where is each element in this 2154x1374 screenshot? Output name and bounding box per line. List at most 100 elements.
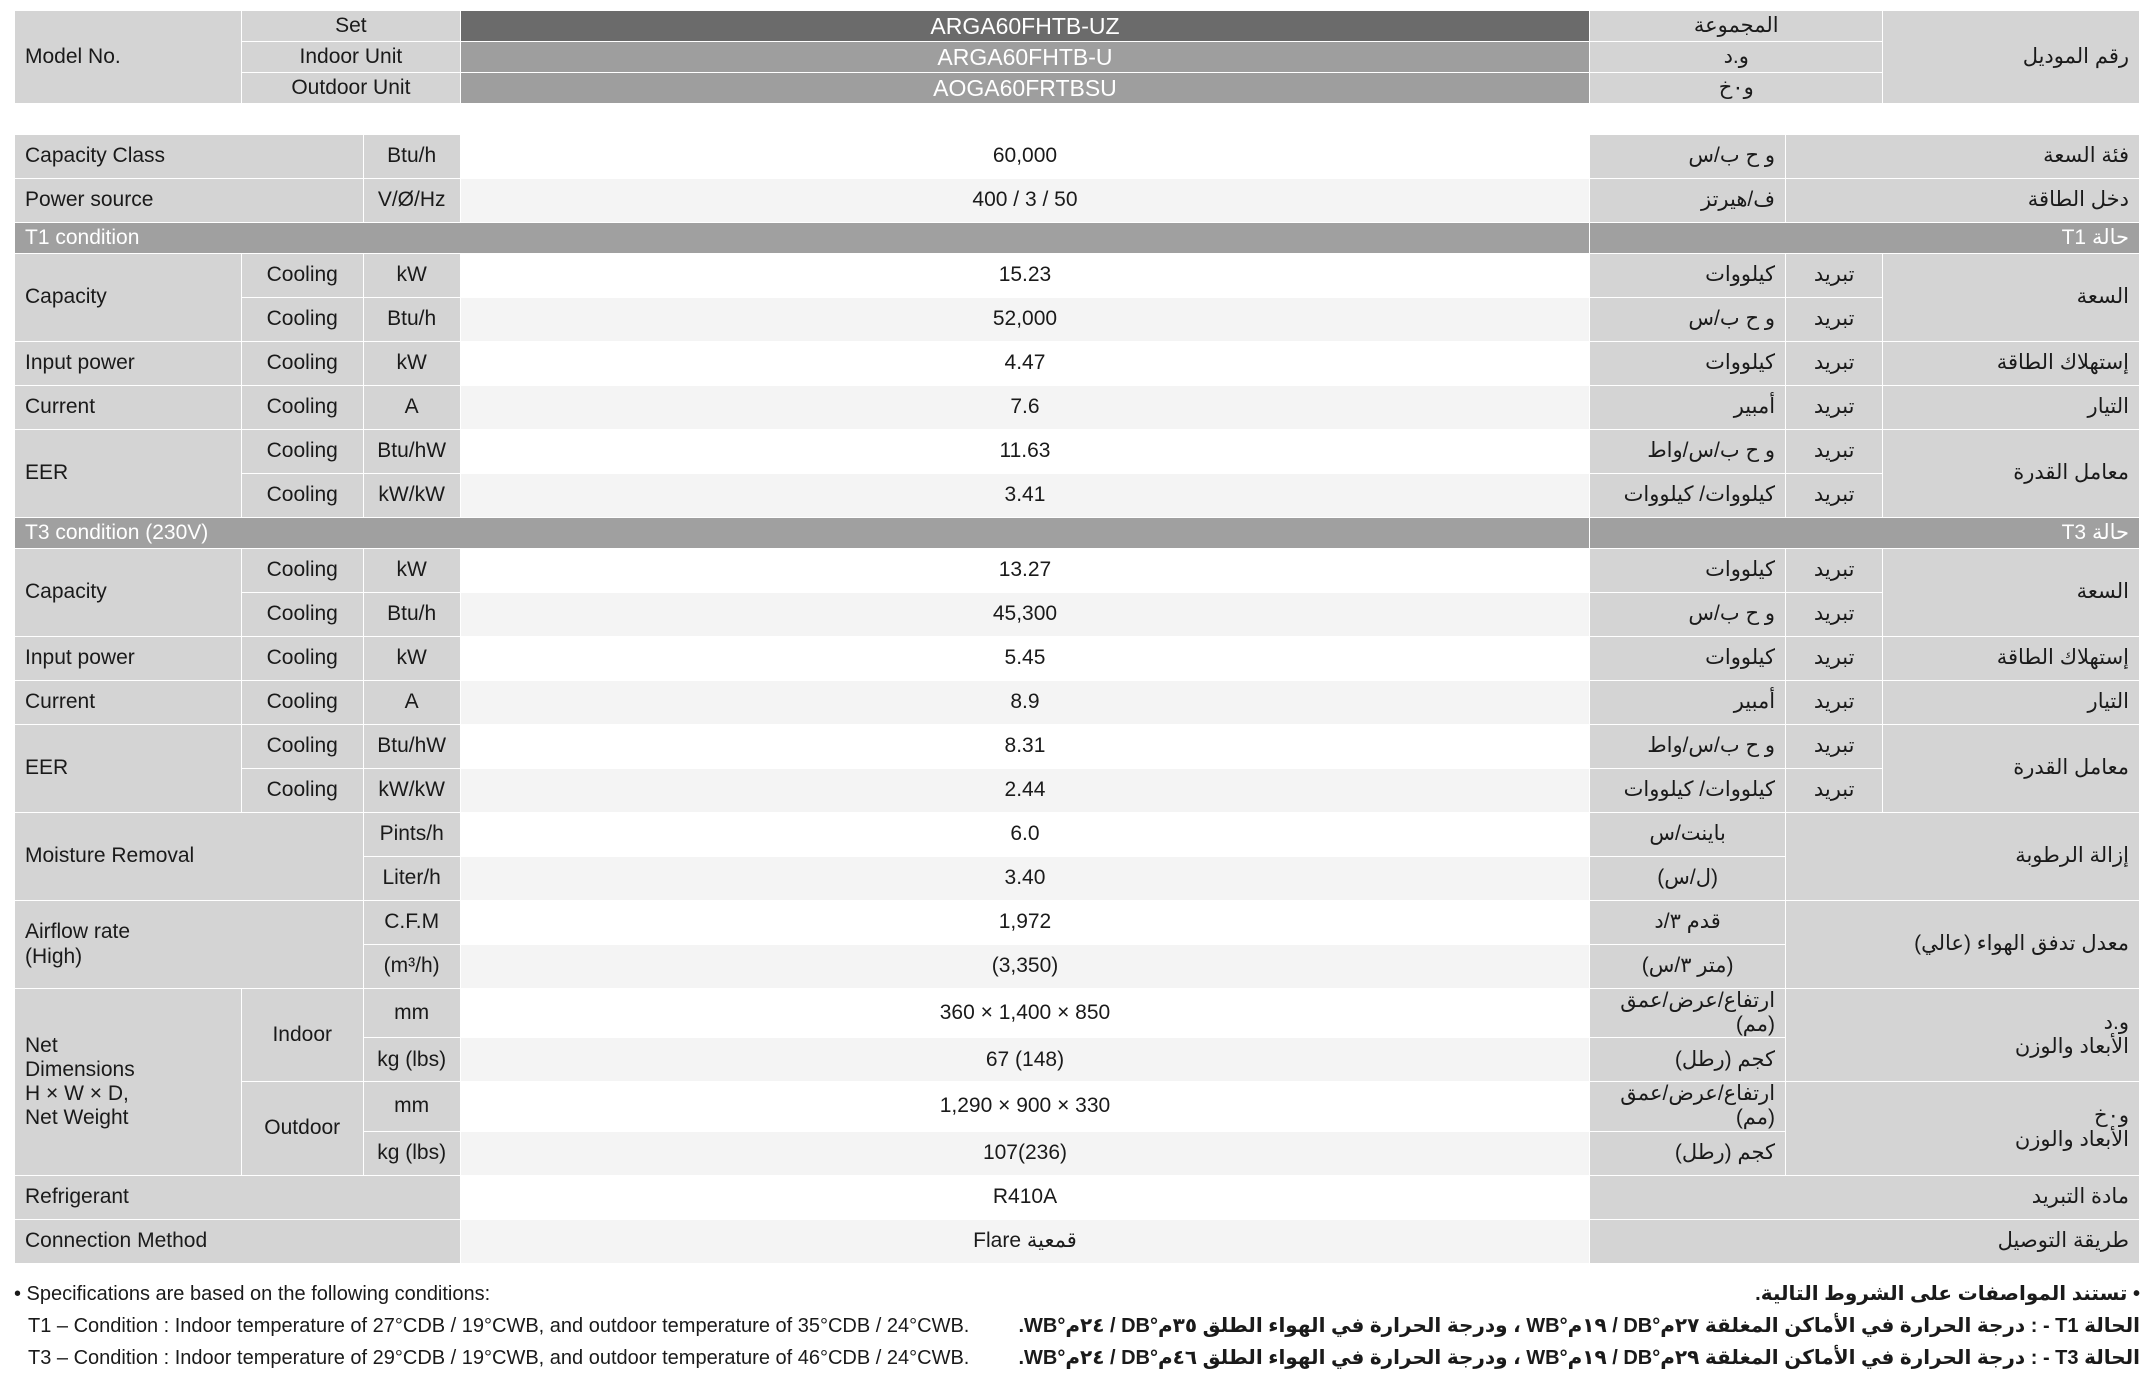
section-band-t1-label-ar: حالة T1: [1589, 222, 2140, 254]
t3-input-power-sub-ar: تبريد: [1785, 636, 1884, 681]
table-row-t1-eer-btuhw: EER Cooling Btu/hW 11.63 و ح ب/س/واط تبر…: [14, 429, 2140, 518]
airflow-label-en-line1: Airflow rate: [25, 920, 131, 944]
t1-capacity-label-ar: السعة: [1882, 253, 2140, 342]
t1-eer-kwkw-sub-ar: تبريد: [1785, 473, 1884, 518]
t3-eer-sub-ar: تبريد: [1785, 724, 1884, 769]
moisture-label-ar: إزالة الرطوبة: [1785, 812, 2140, 901]
t1-capacity-btu-sub-ar: تبريد: [1785, 297, 1884, 342]
t1-current-value: 7.6: [459, 385, 1591, 430]
t3-input-power-label-en: Input power: [14, 636, 242, 681]
footnote-en-t1: T1 – Condition : Indoor temperature of 2…: [28, 1314, 970, 1337]
power-source-unit-ar: ف/هيرتز: [1589, 178, 1787, 223]
dimensions-label-en-line3: H × W × D,: [25, 1081, 129, 1105]
moisture-value-liter: 3.40: [459, 856, 1591, 901]
dim-indoor-label-ar-line1: و.د: [2103, 1011, 2129, 1034]
gold-divider: [14, 103, 2140, 135]
dim-outdoor-unit-kg-en: kg (lbs): [362, 1130, 461, 1176]
t1-eer-unit-ar: و ح ب/س/واط: [1589, 429, 1787, 474]
footnotes-ar: • تستند المواصفات على الشروط التالية. ال…: [1018, 1278, 2140, 1374]
power-source-label-en: Power source: [14, 178, 364, 223]
spec-sheet: Model No. Set ARGA60FHTB-UZ المجموعة رقم…: [13, 10, 2140, 1369]
model-label-en: Model No.: [14, 10, 242, 104]
airflow-value-cfm: 1,972: [459, 900, 1591, 945]
t3-current-unit-en: A: [362, 680, 461, 725]
footnote-en-title: • Specifications are based on the follow…: [14, 1282, 491, 1305]
t3-input-power-sub-en: Cooling: [240, 636, 364, 681]
t3-current-unit-ar: أمبير: [1589, 680, 1787, 725]
dimensions-label-en: Net Dimensions H × W × D, Net Weight: [14, 988, 242, 1176]
dim-indoor-unit-mm-en: mm: [362, 987, 461, 1039]
t1-capacity-unit-en: kW: [362, 253, 461, 298]
dim-outdoor-value-kg: 107(236): [459, 1130, 1591, 1176]
t1-eer-label-en: EER: [14, 429, 242, 518]
t3-eer-unit-ar: و ح ب/س/واط: [1589, 724, 1787, 769]
t3-capacity-btu-sub-ar: تبريد: [1785, 592, 1884, 637]
model-sub-set-en: Set: [240, 10, 461, 42]
t1-eer-value-kwkw: 3.41: [459, 473, 1591, 518]
t1-eer-label-ar: معامل القدرة: [1882, 429, 2140, 518]
model-label-ar: رقم الموديل: [1882, 10, 2140, 104]
airflow-unit-cfm-en: C.F.M: [362, 900, 461, 945]
t3-eer-value-btuhw: 8.31: [459, 724, 1591, 769]
t3-eer-value-kwkw: 2.44: [459, 768, 1591, 813]
t1-current-unit-en: A: [362, 385, 461, 430]
t1-current-label-en: Current: [14, 385, 242, 430]
model-sub-outdoor-en: Outdoor Unit: [240, 72, 461, 104]
dim-indoor-value-mm: 360 × 1,400 × 850: [459, 987, 1591, 1039]
capacity-class-label-en: Capacity Class: [14, 134, 364, 179]
t3-capacity-unit-ar: كيلووات: [1589, 548, 1787, 593]
t3-eer-sub-en: Cooling: [240, 724, 364, 769]
dimensions-label-en-line2: Dimensions: [25, 1057, 135, 1081]
t1-eer-value-btuhw: 11.63: [459, 429, 1591, 474]
t1-current-sub-en: Cooling: [240, 385, 364, 430]
airflow-label-en: Airflow rate (High): [14, 900, 364, 989]
table-row-t1-capacity-btu: Cooling Btu/h 52,000 و ح ب/س تبريد: [15, 297, 2140, 342]
t1-input-power-label-ar: إستهلاك الطاقة: [1882, 341, 2140, 386]
table-row-power-source: Power source V/Ø/Hz 400 / 3 / 50 ف/هيرتز…: [14, 178, 2140, 223]
table-row-t1-input-power: Input power Cooling kW 4.47 كيلووات تبري…: [14, 341, 2140, 386]
table-row-dim-indoor-mm: Net Dimensions H × W × D, Net Weight Ind…: [14, 987, 2140, 1176]
dim-outdoor-unit-mm-en: mm: [362, 1081, 461, 1132]
footnote-en-t3: T3 – Condition : Indoor temperature of 2…: [28, 1346, 970, 1369]
t1-input-power-unit-ar: كيلووات: [1589, 341, 1787, 386]
t1-eer-kwkw-unit-en: kW/kW: [362, 473, 461, 518]
t3-capacity-btu-unit-en: Btu/h: [362, 592, 461, 637]
power-source-unit-en: V/Ø/Hz: [362, 178, 461, 223]
t1-capacity-sub-en: Cooling: [240, 253, 364, 298]
specification-table: Model No. Set ARGA60FHTB-UZ المجموعة رقم…: [13, 10, 2140, 1264]
t1-capacity-value-kw: 15.23: [459, 253, 1591, 298]
t3-current-sub-ar: تبريد: [1785, 680, 1884, 725]
refrigerant-label-en: Refrigerant: [14, 1174, 461, 1220]
airflow-unit-cfm-ar: قدم ٣/د: [1589, 900, 1787, 945]
t3-eer-kwkw-sub-ar: تبريد: [1785, 768, 1884, 813]
dim-indoor-sub-en: Indoor: [240, 987, 364, 1083]
model-value-indoor: ARGA60FHTB-U: [459, 41, 1591, 73]
t3-capacity-value-kw: 13.27: [459, 548, 1591, 593]
t1-input-power-unit-en: kW: [362, 341, 461, 386]
t1-capacity-btu-sub-en: Cooling: [240, 297, 364, 342]
table-row-dim-outdoor-mm: Outdoor mm 1,290 × 900 × 330 ارتفاع/عرض/…: [15, 1081, 2140, 1176]
model-sub-indoor-en: Indoor Unit: [240, 41, 461, 73]
table-row-airflow-cfm: Airflow rate (High) C.F.M 1,972 قدم ٣/د …: [14, 900, 2140, 989]
airflow-label-en-line2: (High): [25, 944, 83, 968]
table-row-t3-eer-btuhw: EER Cooling Btu/hW 8.31 و ح ب/س/واط تبري…: [14, 724, 2140, 813]
dim-indoor-unit-mm-ar: ارتفاع/عرض/عمق (مم): [1589, 987, 1787, 1039]
table-row-t1-eer-kwkw: Cooling kW/kW 3.41 كيلووات/ كيلووات تبري…: [15, 473, 2140, 518]
connection-method-label-en: Connection Method: [14, 1218, 461, 1264]
table-row-model-set: Model No. Set ARGA60FHTB-UZ المجموعة رقم…: [14, 10, 2140, 104]
airflow-unit-m3h-en: (m³/h): [362, 944, 461, 989]
table-row-t1-current: Current Cooling A 7.6 أمبير تبريد التيار: [14, 385, 2140, 430]
t1-current-unit-ar: أمبير: [1589, 385, 1787, 430]
table-row-t3-input-power: Input power Cooling kW 5.45 كيلووات تبري…: [14, 636, 2140, 681]
t1-current-label-ar: التيار: [1882, 385, 2140, 430]
dim-outdoor-unit-mm-ar: ارتفاع/عرض/عمق (مم): [1589, 1081, 1787, 1132]
dim-indoor-value-kg: 67 (148): [459, 1037, 1591, 1083]
dim-outdoor-label-ar-line1: و٠خ: [2094, 1104, 2129, 1128]
t3-capacity-unit-en: kW: [362, 548, 461, 593]
table-row-dim-outdoor-kg: kg (lbs) 107(236) كجم (رطل): [15, 1130, 2140, 1176]
model-sub-set-ar: المجموعة: [1589, 10, 1884, 42]
table-row-t1-capacity-kw: Capacity Cooling kW 15.23 كيلووات تبريد …: [14, 253, 2140, 342]
t3-capacity-btu-sub-en: Cooling: [240, 592, 364, 637]
t1-input-power-sub-en: Cooling: [240, 341, 364, 386]
t1-capacity-value-btu: 52,000: [459, 297, 1591, 342]
